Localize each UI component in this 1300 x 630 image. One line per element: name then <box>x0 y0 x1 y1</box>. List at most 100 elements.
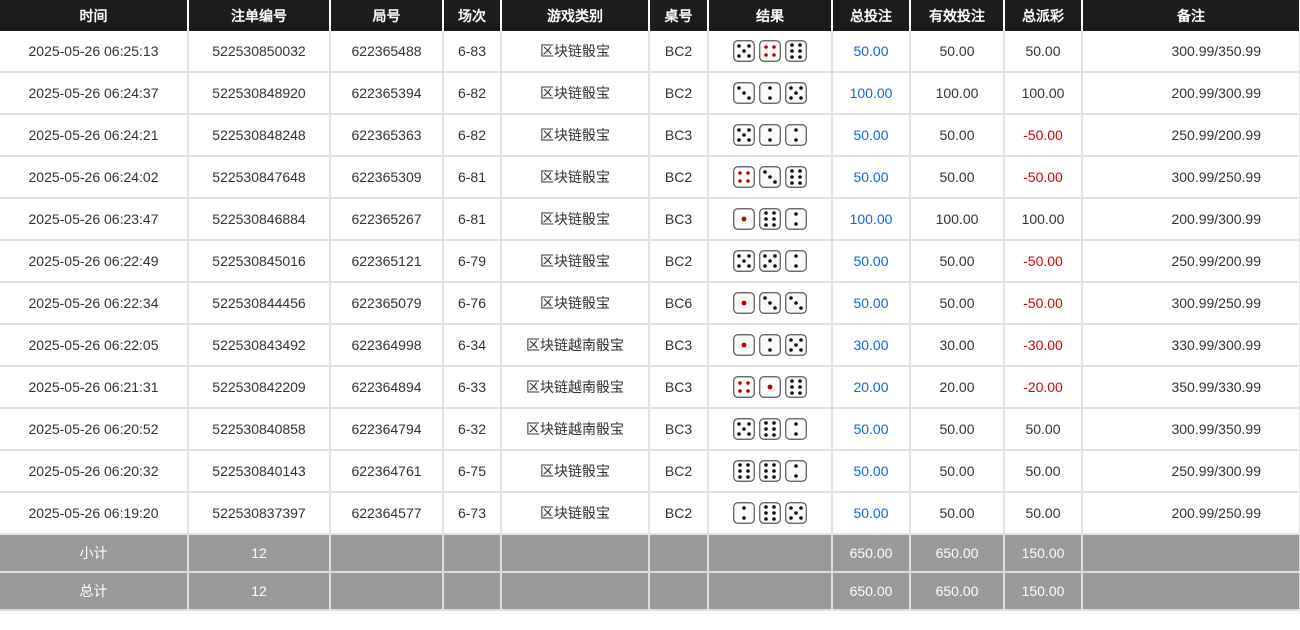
header-game-type: 游戏类别 <box>501 0 650 31</box>
cell-total-bet: 50.00 <box>832 408 911 451</box>
die-3-icon <box>733 82 755 104</box>
cell-table-no: BC2 <box>649 450 709 493</box>
die-2-icon <box>759 82 781 104</box>
die-6-icon <box>785 376 807 398</box>
cell-valid-bet: 50.00 <box>910 450 1005 493</box>
die-3-icon <box>759 166 781 188</box>
die-3-icon <box>785 292 807 314</box>
die-5-icon <box>733 418 755 440</box>
cell-bet-id: 522530843492 <box>188 324 331 367</box>
cell-session: 6-81 <box>443 156 502 199</box>
footer-empty <box>1082 572 1300 611</box>
dice-result <box>733 166 807 188</box>
cell-total-payout: 100.00 <box>1004 198 1083 241</box>
footer-valid-bet: 650.00 <box>910 534 1005 573</box>
cell-time: 2025-05-26 06:20:52 <box>0 408 189 451</box>
table-row: 2025-05-26 06:23:47 522530846884 622365267… <box>0 198 1300 241</box>
cell-note: 250.99/200.99 <box>1082 240 1300 283</box>
cell-valid-bet: 50.00 <box>910 240 1005 283</box>
cell-table-no: BC3 <box>649 198 709 241</box>
footer-empty <box>443 534 502 573</box>
cell-bet-id: 522530847648 <box>188 156 331 199</box>
cell-table-no: BC2 <box>649 156 709 199</box>
footer-empty <box>708 572 833 611</box>
cell-total-payout: -20.00 <box>1004 366 1083 409</box>
die-6-icon <box>759 502 781 524</box>
cell-note: 350.99/330.99 <box>1082 366 1300 409</box>
cell-game-type: 区块链骰宝 <box>501 31 650 73</box>
header-bet-id: 注单编号 <box>188 0 331 31</box>
cell-valid-bet: 100.00 <box>910 72 1005 115</box>
cell-valid-bet: 20.00 <box>910 366 1005 409</box>
cell-table-no: BC3 <box>649 408 709 451</box>
table-row: 2025-05-26 06:24:37 522530848920 622365394… <box>0 72 1300 115</box>
die-2-icon <box>759 334 781 356</box>
cell-round: 622365309 <box>330 156 444 199</box>
cell-time: 2025-05-26 06:24:37 <box>0 72 189 115</box>
cell-valid-bet: 50.00 <box>910 282 1005 325</box>
dice-result <box>733 208 807 230</box>
cell-total-bet: 50.00 <box>832 240 911 283</box>
table-row: 2025-05-26 06:21:31 522530842209 622364894… <box>0 366 1300 409</box>
cell-valid-bet: 100.00 <box>910 198 1005 241</box>
cell-time: 2025-05-26 06:24:21 <box>0 114 189 157</box>
cell-total-bet: 100.00 <box>832 72 911 115</box>
table-row: 2025-05-26 06:20:52 522530840858 622364794… <box>0 408 1300 451</box>
die-6-icon <box>733 460 755 482</box>
cell-table-no: BC3 <box>649 366 709 409</box>
cell-bet-id: 522530850032 <box>188 31 331 73</box>
cell-round: 622364794 <box>330 408 444 451</box>
cell-total-bet: 30.00 <box>832 324 911 367</box>
die-2-icon <box>785 208 807 230</box>
die-5-icon <box>785 502 807 524</box>
cell-note: 300.99/250.99 <box>1082 282 1300 325</box>
cell-valid-bet: 50.00 <box>910 114 1005 157</box>
cell-bet-id: 522530848248 <box>188 114 331 157</box>
cell-note: 200.99/250.99 <box>1082 492 1300 535</box>
die-2-icon <box>733 502 755 524</box>
cell-bet-id: 522530846884 <box>188 198 331 241</box>
table-row: 2025-05-26 06:22:49 522530845016 622365121… <box>0 240 1300 283</box>
cell-time: 2025-05-26 06:22:49 <box>0 240 189 283</box>
cell-game-type: 区块链骰宝 <box>501 72 650 115</box>
cell-session: 6-34 <box>443 324 502 367</box>
table-row: 2025-05-26 06:22:05 522530843492 622364998… <box>0 324 1300 367</box>
footer-empty <box>501 572 650 611</box>
cell-round: 622364577 <box>330 492 444 535</box>
header-session: 场次 <box>443 0 502 31</box>
footer-empty <box>649 534 709 573</box>
cell-round: 622365488 <box>330 31 444 73</box>
footer-label: 总计 <box>0 572 189 611</box>
cell-game-type: 区块链越南骰宝 <box>501 324 650 367</box>
cell-round: 622365363 <box>330 114 444 157</box>
dice-result <box>733 460 807 482</box>
table-row: 2025-05-26 06:20:32 522530840143 622364761… <box>0 450 1300 493</box>
header-valid-bet: 有效投注 <box>910 0 1005 31</box>
cell-total-payout: 100.00 <box>1004 72 1083 115</box>
cell-round: 622365394 <box>330 72 444 115</box>
bet-records-table: 时间 注单编号 局号 场次 游戏类别 桌号 结果 总投注 有效投注 总派彩 备注 2025-05-2… <box>0 0 1300 611</box>
cell-total-bet: 50.00 <box>832 282 911 325</box>
die-5-icon <box>785 82 807 104</box>
cell-bet-id: 522530837397 <box>188 492 331 535</box>
die-2-icon <box>785 124 807 146</box>
die-2-icon <box>785 460 807 482</box>
header-total-payout: 总派彩 <box>1004 0 1083 31</box>
footer-empty <box>330 534 444 573</box>
grand-total-row: 总计 12 650.00 650.00 150.00 <box>0 572 1300 611</box>
die-5-icon <box>733 124 755 146</box>
footer-empty <box>649 572 709 611</box>
cell-total-bet: 100.00 <box>832 198 911 241</box>
cell-session: 6-83 <box>443 31 502 73</box>
cell-total-payout: -50.00 <box>1004 282 1083 325</box>
cell-result <box>708 240 833 283</box>
cell-session: 6-32 <box>443 408 502 451</box>
header-total-bet: 总投注 <box>832 0 911 31</box>
cell-valid-bet: 50.00 <box>910 492 1005 535</box>
cell-session: 6-81 <box>443 198 502 241</box>
die-2-icon <box>785 250 807 272</box>
cell-session: 6-82 <box>443 72 502 115</box>
cell-round: 622364998 <box>330 324 444 367</box>
cell-note: 300.99/250.99 <box>1082 156 1300 199</box>
footer-total-payout: 150.00 <box>1004 572 1083 611</box>
